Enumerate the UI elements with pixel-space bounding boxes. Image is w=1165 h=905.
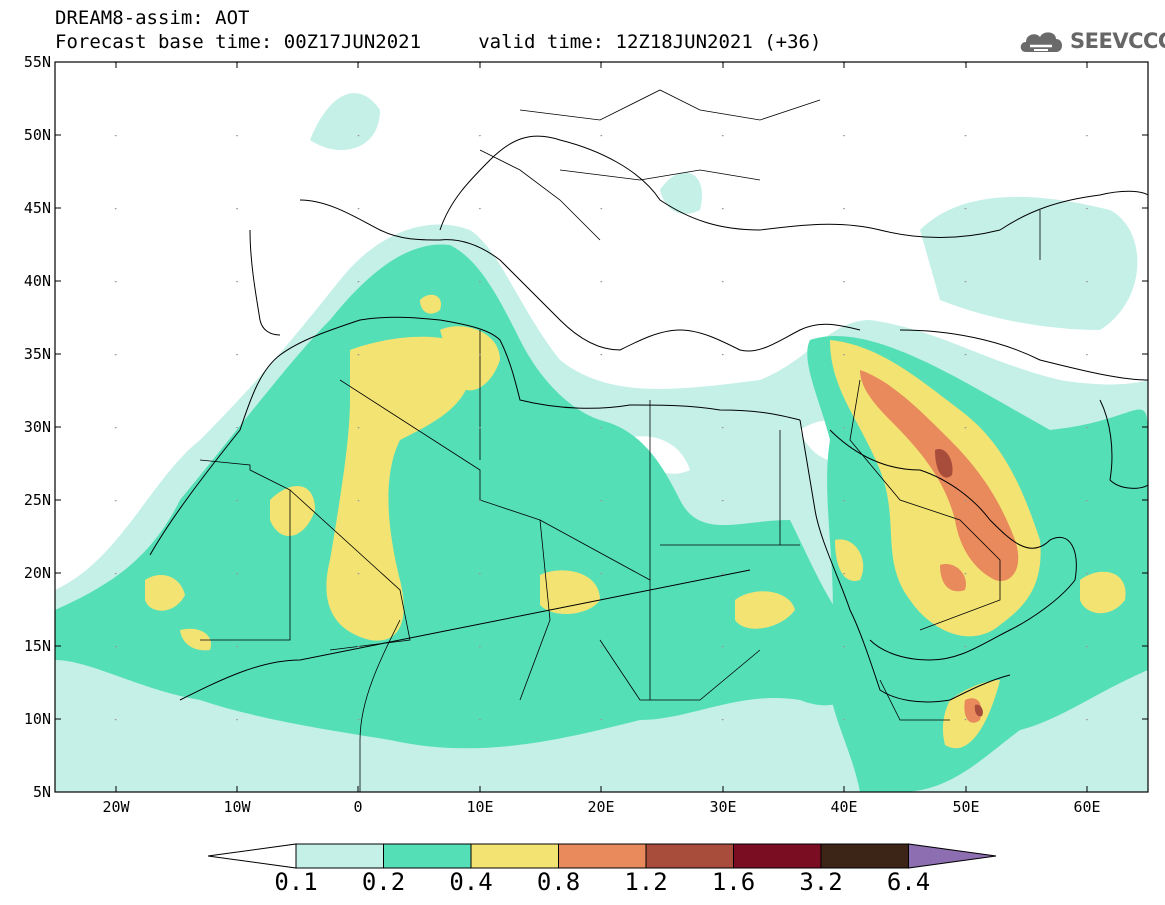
colorbar-label: 3.2	[799, 868, 843, 896]
lon-ticks	[115, 62, 1088, 792]
colorbar-label: 0.1	[274, 868, 318, 896]
colorbar-label: 6.4	[886, 868, 931, 896]
grid-dots	[55, 62, 1148, 792]
lon-label: 40E	[830, 798, 857, 816]
lat-label: 25N	[24, 491, 51, 509]
lon-label: 50E	[952, 798, 979, 816]
colorbar-label: 0.4	[449, 868, 493, 896]
lat-label: 10N	[24, 710, 51, 728]
lon-label: 20W	[102, 798, 130, 816]
colorbar-label: 1.6	[711, 868, 756, 896]
colorbar-segment	[207, 843, 297, 869]
forecast-time-info: Forecast base time: 00Z17JUN2021 valid t…	[55, 31, 822, 53]
colorbar-segment	[645, 843, 734, 869]
seevccc-logo: SEEVCCC	[1018, 26, 1165, 56]
lat-label: 30N	[24, 418, 51, 436]
lat-label: 35N	[24, 345, 51, 363]
colorbar-segment	[820, 843, 909, 869]
logo-text: SEEVCCC	[1070, 29, 1165, 53]
lat-label: 5N	[33, 783, 51, 801]
colorbar-segment	[470, 843, 559, 869]
cloud-icon	[1020, 32, 1062, 52]
colorbar-label: 0.8	[536, 868, 581, 896]
lat-label: 55N	[24, 53, 51, 71]
latitude-labels: 55N 50N 45N 40N 35N 30N 25N 20N 15N 10N …	[24, 53, 51, 801]
lon-label: 60E	[1073, 798, 1100, 816]
lon-label: 20E	[587, 798, 614, 816]
colorbar-segment	[908, 843, 997, 869]
lon-label: 10W	[223, 798, 251, 816]
lon-label: 10E	[466, 798, 493, 816]
colorbar-label: 0.2	[361, 868, 406, 896]
lat-label: 20N	[24, 564, 51, 582]
lat-label: 40N	[24, 272, 51, 290]
longitude-labels: 20W 10W 0 10E 20E 30E 40E 50E 60E	[102, 798, 1100, 816]
lat-ticks	[55, 134, 1148, 720]
lat-label: 45N	[24, 199, 51, 217]
colorbar	[207, 843, 997, 869]
colorbar-segment	[733, 843, 822, 869]
colorbar-segment	[295, 843, 384, 869]
colorbar-label: 1.2	[624, 868, 668, 896]
lat-label: 50N	[24, 126, 51, 144]
lat-label: 15N	[24, 637, 51, 655]
colorbar-segment	[558, 843, 647, 869]
map-title: DREAM8-assim: AOT	[55, 7, 250, 29]
lon-label: 0	[353, 798, 362, 816]
lon-label: 30E	[709, 798, 736, 816]
colorbar-segment	[383, 843, 472, 869]
